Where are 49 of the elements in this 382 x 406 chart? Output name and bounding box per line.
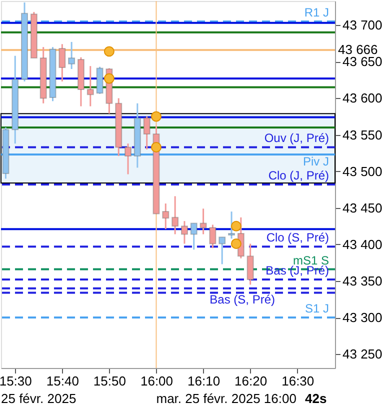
point: [230, 238, 242, 249]
candlestick: [246, 242, 254, 286]
x-tick-label: 15:50: [93, 374, 126, 388]
y-tick-label: 43 550: [342, 127, 382, 142]
candlestick: [190, 222, 198, 250]
ref-line-label: Ouv (J, Pré): [264, 131, 329, 146]
point: [151, 111, 162, 122]
point: [230, 220, 242, 232]
candlestick: [58, 43, 66, 82]
candlestick: [172, 195, 179, 235]
x-tick-label: 16:30: [282, 374, 314, 388]
candlestick: [218, 236, 226, 265]
candlestick: [209, 224, 216, 249]
y-tick-label: 43 300: [342, 310, 382, 326]
ref-line-label: R1 J: [304, 5, 329, 20]
ref-line-label: Bas (J, Pré): [266, 264, 329, 278]
ref-line-label: S1 J: [304, 302, 329, 316]
candlestick: [228, 210, 236, 240]
candlestick: [86, 65, 94, 108]
candlestick: [200, 208, 207, 235]
point: [104, 73, 114, 84]
candlestick: [124, 142, 132, 176]
ref-line-label: Piv J: [302, 154, 329, 169]
y-tick-label: 43 600: [342, 90, 382, 106]
point: [151, 142, 162, 152]
candlestick: [68, 41, 76, 70]
y-tick-label: 43 400: [342, 236, 382, 252]
y-tick-label: 43 450: [342, 200, 382, 216]
x-tick-label: 16:10: [188, 374, 220, 388]
candlestick: [180, 220, 188, 244]
text: 25 févr. 2025: [1, 391, 76, 406]
ref-line-label: Clo (S, Pré): [266, 230, 329, 245]
y-tick-label: 43 700: [342, 18, 382, 33]
y-tick-label: 43 650: [342, 54, 382, 70]
x-tick-label: 16:20: [234, 374, 268, 388]
x-tick-label: 15:40: [46, 374, 79, 388]
candlestick: [162, 202, 170, 230]
y-tick-label: 43 350: [342, 274, 382, 288]
candlestick: [143, 116, 150, 150]
x-tick-label: 15:30: [0, 374, 32, 388]
y-tick-label: 43 250: [342, 346, 382, 362]
ref-line-label: Bas (S, Pré): [210, 292, 275, 307]
x-tick-label: 16:00: [140, 374, 174, 388]
y-tick-label: 43 500: [342, 164, 382, 179]
text: 42s: [305, 391, 327, 406]
point: [104, 46, 114, 57]
ref-line-label: 43 666: [338, 42, 378, 57]
ref-line-label: Clo (J, Pré): [268, 168, 329, 182]
ref-line-label: mar. 25 févr. 2025 16:00: [156, 391, 296, 406]
